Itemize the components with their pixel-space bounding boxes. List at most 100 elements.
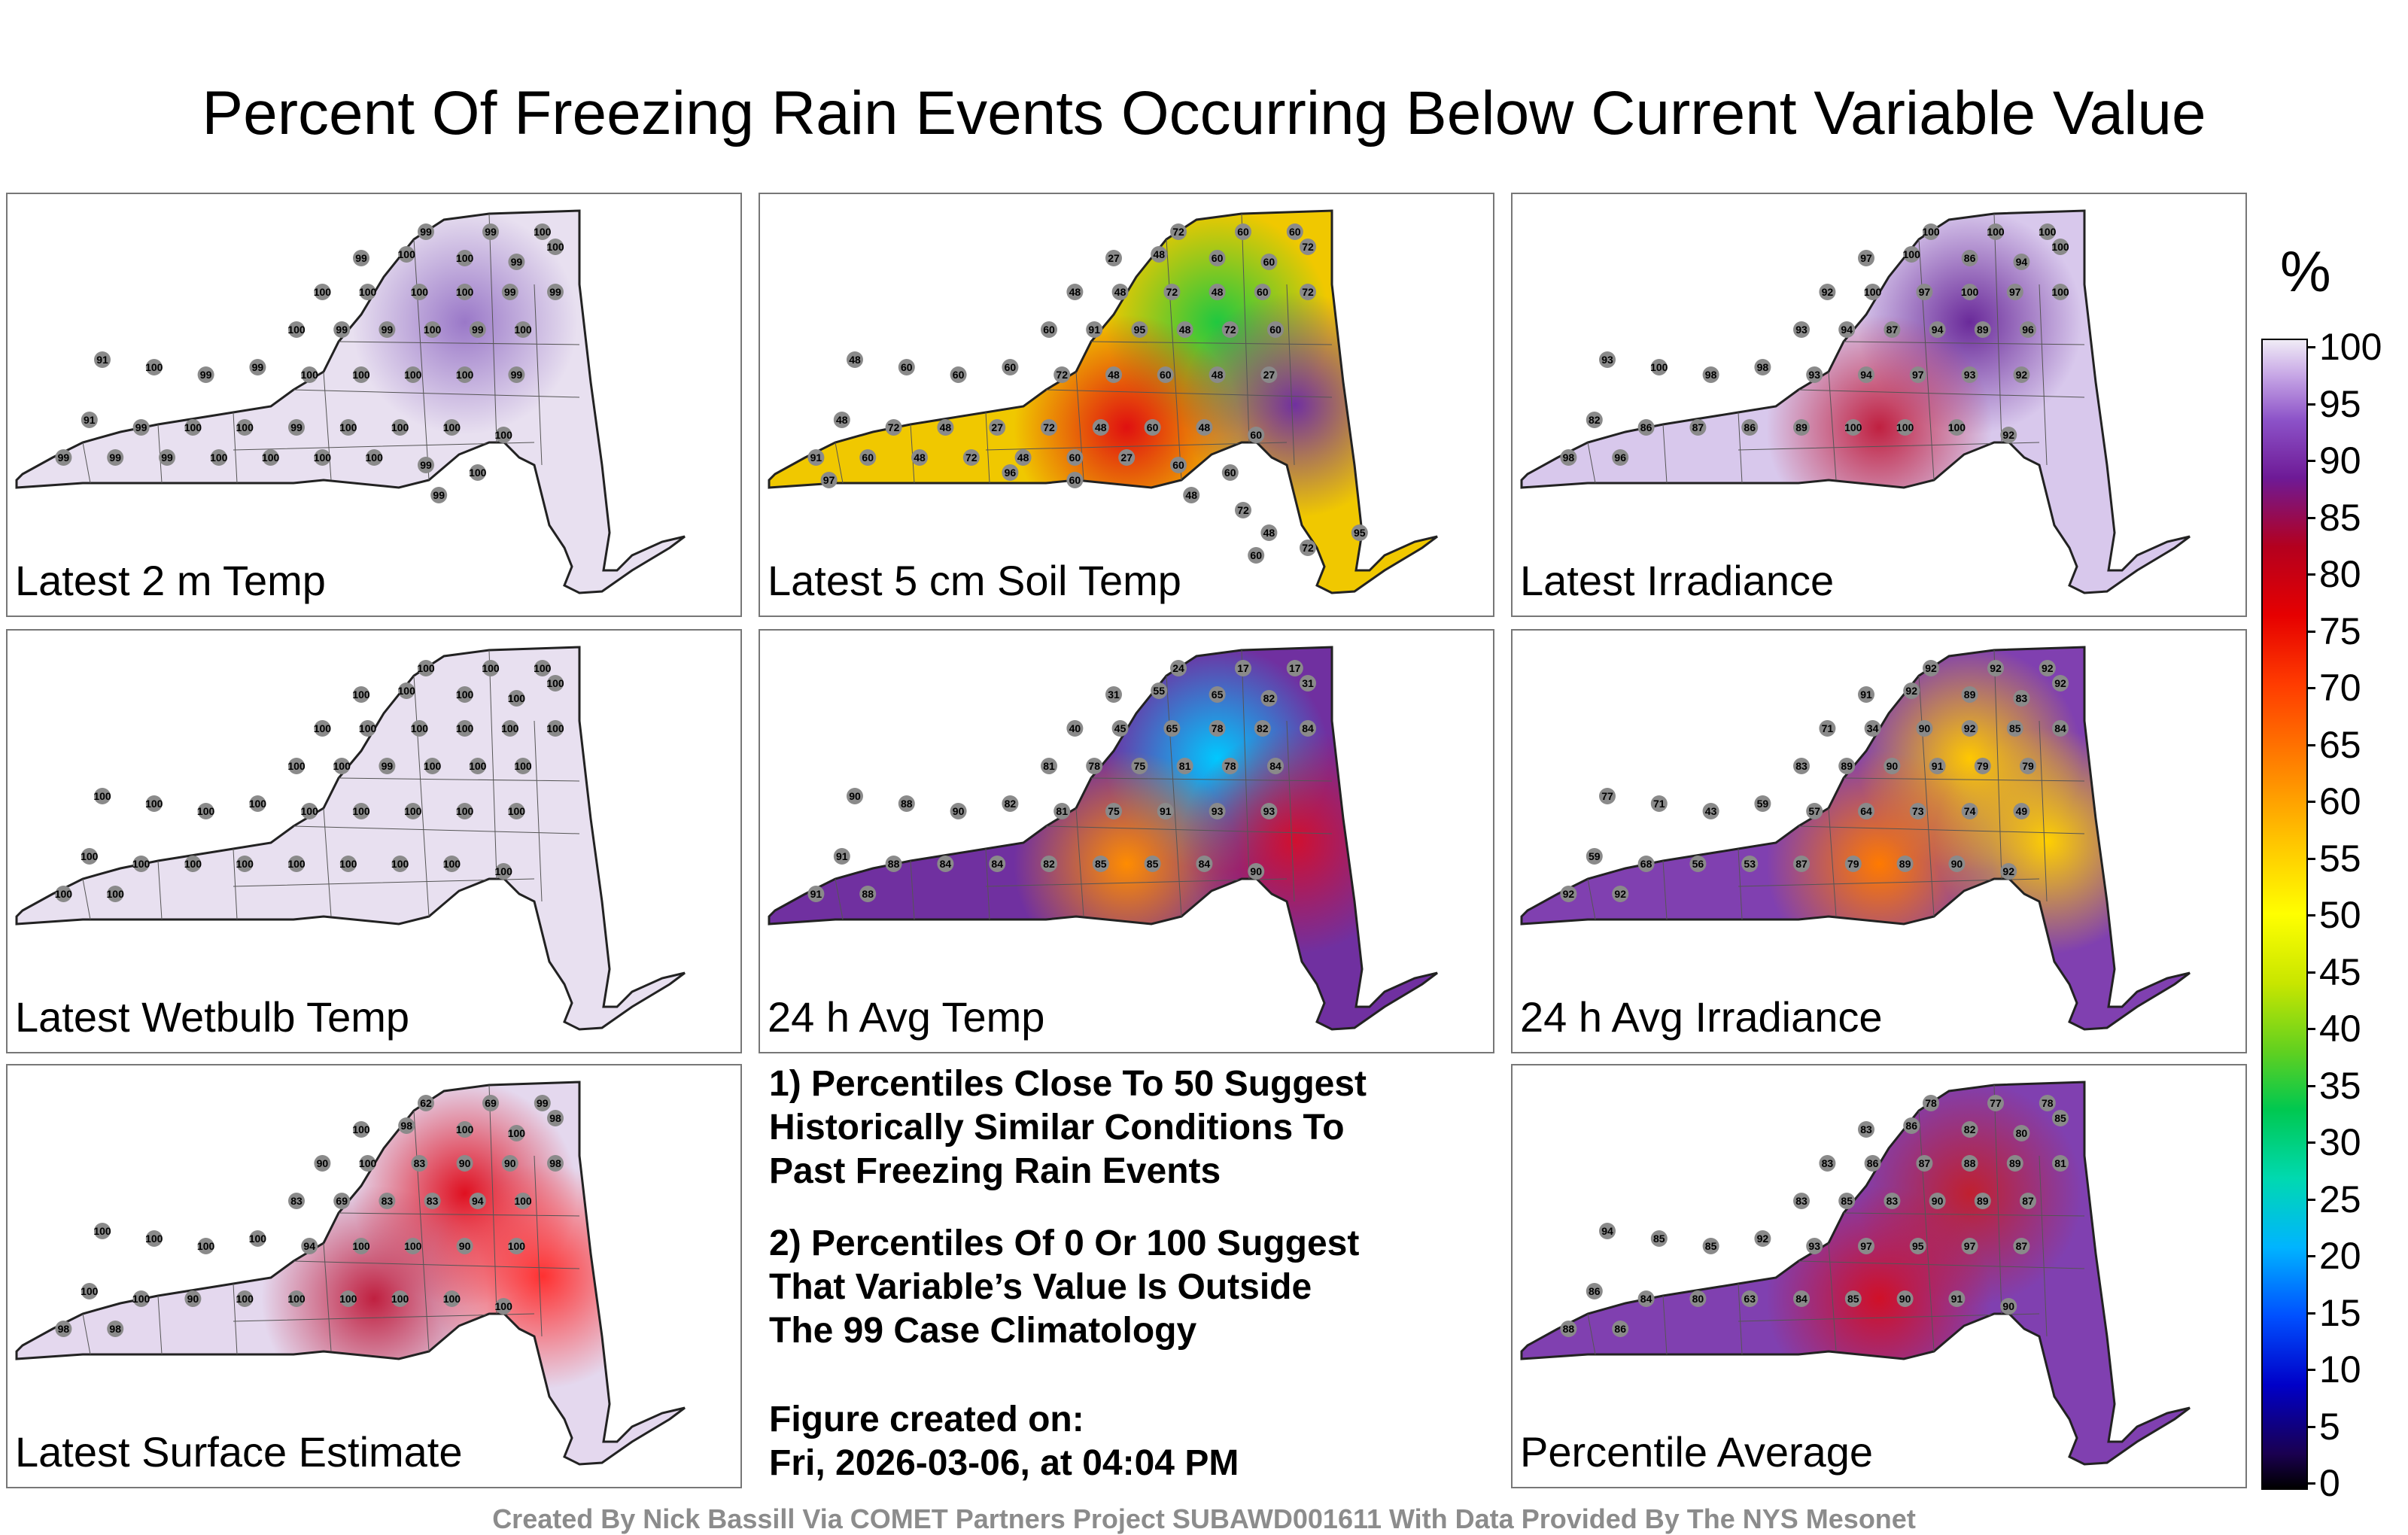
station-value: 100 [391,421,409,433]
map-panel: 100 100 100 100 100 100 100 100 100 100 100 100 100 1… [6,629,742,1053]
colorbar-tick-label: 5 [2319,1405,2340,1448]
colorbar-tick-mark [2306,687,2315,689]
station-marker [1254,284,1271,300]
station-marker [1637,419,1655,436]
station-value: 100 [514,1195,532,1207]
station-value: 85 [1653,1233,1665,1245]
station-value: 100 [145,361,163,373]
station-marker [469,464,486,481]
station-value: 43 [1705,805,1717,817]
station-value: 100 [210,451,228,464]
station-value: 86 [1614,1323,1626,1335]
station-marker [197,366,214,383]
station-value: 100 [314,722,332,734]
station-value: 60 [1224,467,1236,479]
station-marker [1754,359,1771,375]
station-value: 99 [511,369,523,381]
station-marker [1054,803,1071,819]
station-marker [1987,660,2004,676]
station-marker [1209,284,1226,300]
map-panel: 72 60 60 72 27 48 60 60 48 48 72 48 60 72 60 91 95 48 72 60… [759,193,1494,617]
station-marker [547,1155,564,1172]
station-marker [359,1155,376,1172]
station-marker [1300,720,1316,737]
station-value: 81 [2054,1157,2066,1169]
station-value: 94 [303,1240,315,1252]
station-marker [81,412,98,428]
station-value: 98 [1563,451,1575,464]
station-marker [1858,686,1874,703]
station-value: 60 [1263,256,1275,268]
colorbar-tick-mark [2306,1255,2315,1257]
station-marker [314,1155,331,1172]
station-marker [547,239,564,255]
station-marker [339,419,357,436]
station-value: 99 [290,421,303,433]
station-marker [547,675,564,692]
station-value: 91 [1860,688,1872,701]
station-value: 100 [287,324,306,336]
station-marker [2013,366,2030,383]
station-value: 100 [81,1285,99,1297]
station-value: 88 [901,798,913,810]
station-marker [1066,720,1084,737]
station-value: 87 [2016,1240,2028,1252]
station-marker [443,1290,461,1307]
station-value: 48 [1069,286,1081,298]
station-value: 48 [1153,248,1165,260]
station-value: 60 [1257,286,1269,298]
station-value: 91 [1951,1293,1963,1305]
colorbar-tick-mark [2306,1369,2315,1371]
station-marker [379,1193,396,1209]
station-marker [1884,758,1901,774]
station-marker [418,457,434,473]
station-marker [1909,366,1926,383]
station-value: 83 [414,1157,426,1169]
station-marker [2052,720,2069,737]
station-marker [424,1193,441,1209]
station-value: 100 [314,451,332,464]
station-marker [482,223,499,240]
station-marker [94,1223,111,1239]
station-value: 92 [2002,865,2014,877]
station-value: 100 [534,662,552,674]
station-marker [2020,758,2036,774]
station-marker [482,1095,499,1111]
station-value: 90 [1919,722,1931,734]
station-marker [1209,366,1226,383]
station-value: 100 [1922,226,1940,238]
station-value: 100 [55,888,73,900]
station-value: 89 [1977,324,1989,336]
station-marker [288,856,305,872]
station-marker [2052,239,2069,255]
station-marker [501,1155,518,1172]
station-value: 92 [1905,685,1917,697]
station-marker [820,472,838,488]
station-value: 84 [1199,858,1211,870]
station-marker [508,690,525,707]
colorbar-tick-label: 10 [2319,1348,2361,1391]
station-value: 98 [549,1112,561,1124]
station-value: 85 [1705,1240,1717,1252]
station-value: 48 [1017,451,1029,464]
station-marker [1286,660,1303,676]
station-marker [534,660,551,676]
station-marker [1209,686,1226,703]
station-value: 94 [1601,1225,1613,1237]
station-value: 100 [456,286,474,298]
station-marker [1267,321,1284,338]
station-marker [1300,239,1316,255]
station-marker [132,419,150,436]
station-value: 71 [1653,798,1665,810]
station-value: 27 [1263,369,1275,381]
station-marker [1131,758,1148,774]
station-marker [288,1290,305,1307]
station-value: 60 [1269,324,1282,336]
station-value: 93 [1263,805,1275,817]
station-marker [1612,449,1629,466]
station-value: 100 [1903,248,1921,260]
station-value: 85 [1095,858,1107,870]
station-value: 100 [1987,226,2005,238]
station-marker [55,1321,72,1337]
station-value: 88 [1964,1157,1976,1169]
